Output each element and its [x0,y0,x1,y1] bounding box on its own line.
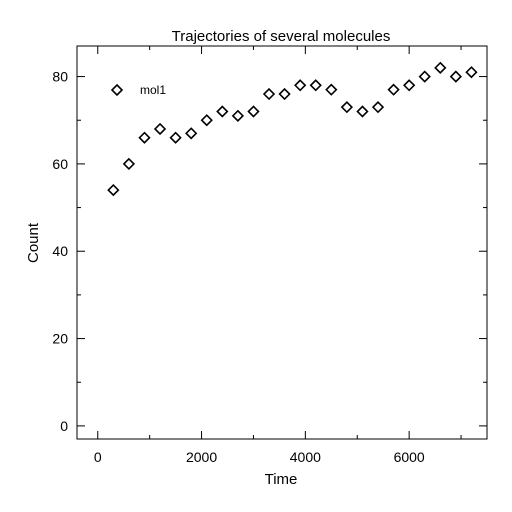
x-tick-label: 6000 [394,449,425,465]
data-point [216,105,229,118]
data-point [200,114,213,127]
data-point [309,79,322,92]
legend-label: mol1 [140,83,166,97]
data-point [107,183,120,197]
axis-ticks [77,46,487,439]
data-point [122,157,136,171]
x-tick-label: 0 [94,449,102,465]
legend-marker [110,83,124,97]
x-tick-label: 4000 [290,449,321,465]
data-point [356,105,369,118]
data-point [465,66,478,79]
data-point [371,101,385,114]
chart-title: Trajectories of several molecules [172,28,391,45]
data-point [294,79,307,92]
y-axis-label: Count [25,222,42,263]
y-tick-label: 0 [60,418,68,434]
y-tick-label: 80 [52,69,68,85]
x-tick-label: 2000 [186,449,217,465]
y-tick-label: 40 [52,243,68,259]
data-point [185,127,198,140]
data-point [153,122,167,136]
data-point [138,131,151,144]
data-points [107,61,478,197]
data-point [325,83,338,96]
y-tick-label: 60 [52,156,68,172]
data-point [247,105,260,118]
data-point [434,61,447,74]
data-point [340,101,354,114]
y-tick-label: 20 [52,331,68,347]
plot-area [76,45,488,440]
data-point [169,131,182,144]
data-point [449,70,462,83]
data-point [262,87,276,101]
data-point [231,109,245,122]
data-point [278,87,291,101]
legend: mol1 [110,83,166,97]
x-axis-label: Time [265,471,298,488]
tick-labels: 0 2000 4000 6000 0 20 40 60 80 [52,69,425,465]
data-point [418,70,431,83]
data-point [387,83,400,96]
data-point [403,79,416,92]
